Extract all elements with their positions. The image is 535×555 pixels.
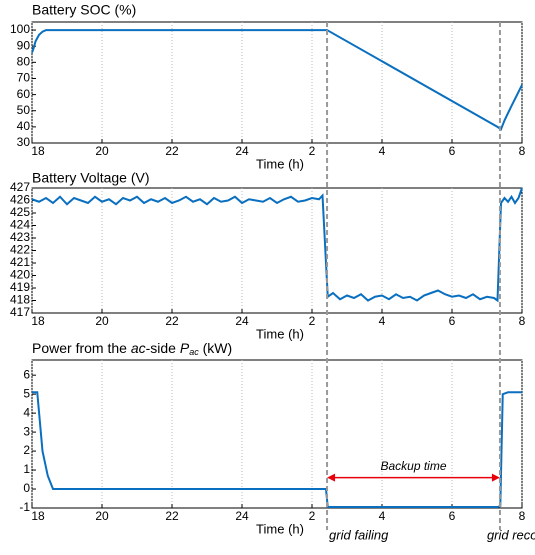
x-tick-label: 4 — [379, 509, 386, 523]
y-tick-label: 424 — [10, 218, 30, 232]
x-tick-label: 18 — [31, 314, 45, 328]
annotation: Backup time — [380, 459, 446, 473]
x-tick-label: 2 — [309, 509, 316, 523]
x-tick-label: 4 — [379, 144, 386, 158]
x-tick-label: 8 — [519, 314, 526, 328]
x-tick-label: 22 — [165, 314, 179, 328]
y-tick-label: 425 — [10, 205, 30, 219]
event-label: grid recovering — [487, 527, 535, 542]
panel-title: Power from the ac-side Pac (kW) — [32, 340, 232, 358]
arrow-head — [327, 473, 336, 482]
x-tick-label: 24 — [235, 509, 249, 523]
y-tick-label: 423 — [10, 230, 30, 244]
y-tick-label: 418 — [10, 293, 30, 307]
x-tick-label: 4 — [379, 314, 386, 328]
x-axis-label: Time (h) — [256, 521, 304, 536]
x-tick-label: 2 — [309, 314, 316, 328]
y-tick-label: 80 — [17, 55, 31, 69]
panel-title: Battery Voltage (V) — [32, 170, 150, 186]
x-axis-label: Time (h) — [256, 326, 304, 341]
y-tick-label: 417 — [10, 305, 30, 319]
data-line — [31, 29, 523, 131]
x-tick-label: 18 — [31, 509, 45, 523]
y-tick-label: 5 — [23, 386, 30, 400]
plot-area — [31, 21, 523, 144]
x-tick-label: 22 — [165, 144, 179, 158]
y-tick-label: 6 — [23, 367, 30, 381]
x-tick-label: 24 — [235, 314, 249, 328]
y-tick-label: 1 — [23, 462, 30, 476]
x-tick-label: 20 — [95, 314, 109, 328]
event-label: grid failing — [329, 527, 389, 542]
x-tick-label: 2 — [309, 144, 316, 158]
x-tick-label: 8 — [519, 144, 526, 158]
y-tick-label: 426 — [10, 193, 30, 207]
y-tick-label: 419 — [10, 280, 30, 294]
x-tick-label: 20 — [95, 509, 109, 523]
y-tick-label: 421 — [10, 255, 30, 269]
y-tick-label: 422 — [10, 243, 30, 257]
panel-title: Battery SOC (%) — [32, 2, 136, 18]
y-tick-label: 50 — [17, 103, 31, 117]
y-tick-label: 90 — [17, 38, 31, 52]
y-tick-label: 60 — [17, 87, 31, 101]
x-tick-label: 6 — [449, 144, 456, 158]
x-tick-label: 18 — [31, 144, 45, 158]
y-tick-label: 0 — [23, 481, 30, 495]
y-tick-label: 420 — [10, 268, 30, 282]
y-tick-label: 427 — [10, 180, 30, 194]
x-tick-label: 20 — [95, 144, 109, 158]
plot-area — [31, 187, 523, 314]
x-tick-label: 24 — [235, 144, 249, 158]
y-tick-label: 4 — [23, 405, 30, 419]
data-line — [31, 187, 523, 303]
y-tick-label: 30 — [17, 135, 31, 149]
y-tick-label: -1 — [19, 500, 30, 514]
arrow-head — [491, 473, 500, 482]
x-tick-label: 8 — [519, 509, 526, 523]
plot-area — [31, 359, 523, 509]
y-tick-label: 100 — [10, 22, 30, 36]
y-tick-label: 3 — [23, 424, 30, 438]
x-tick-label: 6 — [449, 509, 456, 523]
x-axis-label: Time (h) — [256, 156, 304, 171]
y-tick-label: 2 — [23, 443, 30, 457]
y-tick-label: 40 — [17, 119, 31, 133]
x-tick-label: 22 — [165, 509, 179, 523]
y-tick-label: 70 — [17, 71, 31, 85]
x-tick-label: 6 — [449, 314, 456, 328]
